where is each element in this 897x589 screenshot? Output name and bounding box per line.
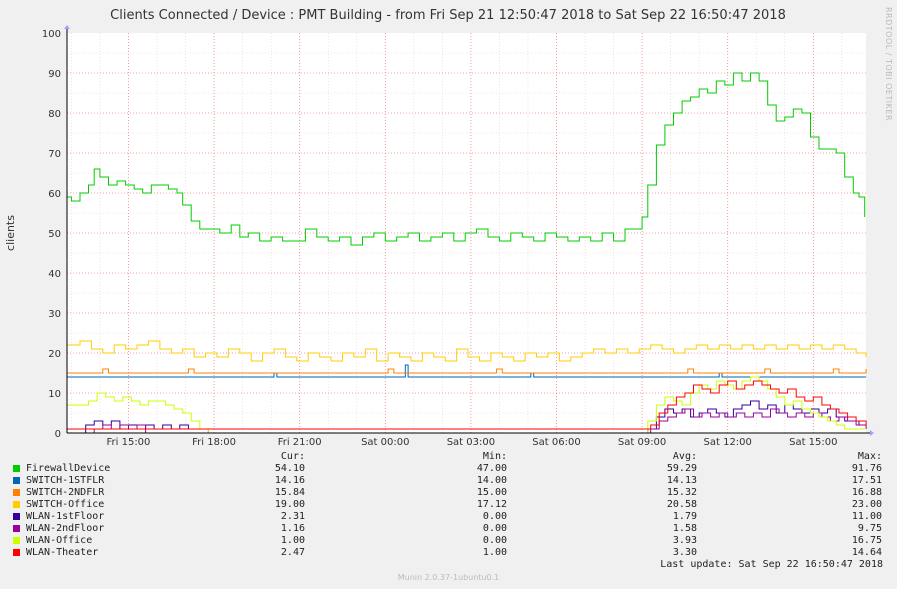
y-tick-label: 60 — [48, 189, 61, 200]
legend-max: 11.00 — [852, 511, 882, 523]
legend-min: 17.12 — [477, 499, 507, 511]
legend-cur: 1.16 — [281, 523, 305, 535]
last-update: Last update: Sat Sep 22 16:50:47 2018 — [660, 559, 883, 570]
legend-swatch — [13, 477, 20, 484]
y-tick-label: 30 — [48, 309, 61, 320]
legend-max: 16.75 — [852, 535, 882, 547]
legend-series-name: SWITCH-2NDFLR — [26, 487, 104, 499]
legend-swatch — [13, 549, 20, 556]
x-tick-label: Sat 09:00 — [618, 437, 666, 448]
x-tick-label: Fri 21:00 — [278, 437, 322, 448]
x-tick-label: Fri 18:00 — [192, 437, 236, 448]
legend-max: 14.64 — [852, 547, 882, 559]
legend-avg: 15.32 — [667, 487, 697, 499]
chart-title: Clients Connected / Device : PMT Buildin… — [110, 8, 786, 23]
legend-cur: 2.47 — [281, 547, 305, 559]
x-tick-label: Sat 03:00 — [447, 437, 495, 448]
legend-avg: 3.30 — [673, 547, 697, 559]
legend-avg: 3.93 — [673, 535, 697, 547]
legend-swatch — [13, 465, 20, 472]
legend-header-avg: Avg: — [673, 451, 697, 463]
legend-row: WLAN-Theater 2.47 1.00 3.30 14.64 — [13, 547, 888, 559]
y-tick-labels: 0 10 20 30 40 50 60 70 80 90 100 — [42, 29, 61, 440]
y-tick-label: 20 — [48, 349, 61, 360]
legend-series-name: FirewallDevice — [26, 463, 110, 475]
y-axis-label: clients — [4, 215, 17, 251]
legend-avg: 1.79 — [673, 511, 697, 523]
legend-min: 1.00 — [483, 547, 507, 559]
legend-swatch — [13, 525, 20, 532]
x-tick-labels: Fri 15:00 Fri 18:00 Fri 21:00 Sat 00:00 Sat … — [107, 437, 838, 448]
y-tick-label: 80 — [48, 109, 61, 120]
y-tick-label: 90 — [48, 69, 61, 80]
legend-max: 23.00 — [852, 499, 882, 511]
legend-series-name: WLAN-Office — [26, 535, 92, 547]
legend-row: WLAN-2ndFloor 1.16 0.00 1.58 9.75 — [13, 523, 888, 535]
legend-series-name: WLAN-1stFloor — [26, 511, 104, 523]
x-tick-label: Fri 15:00 — [107, 437, 151, 448]
legend-series-name: WLAN-Theater — [26, 547, 98, 559]
legend-cur: 14.16 — [275, 475, 305, 487]
legend-cur: 54.10 — [275, 463, 305, 475]
legend-swatch — [13, 501, 20, 508]
y-tick-label: 50 — [48, 229, 61, 240]
legend-max: 9.75 — [858, 523, 882, 535]
y-tick-label: 10 — [48, 389, 61, 400]
legend-cur: 2.31 — [281, 511, 305, 523]
x-axis-arrow — [870, 430, 874, 436]
legend: Cur: Min: Avg: Max: FirewallDevice 54.10 4… — [13, 451, 888, 559]
legend-row: WLAN-1stFloor 2.31 0.00 1.79 11.00 — [13, 511, 888, 523]
legend-min: 14.00 — [477, 475, 507, 487]
y-axis-arrow — [64, 25, 70, 29]
legend-series-name: SWITCH-1STFLR — [26, 475, 104, 487]
munin-version: Munin 2.0.37-1ubuntu0.1 — [0, 573, 897, 582]
legend-header-cur: Cur: — [281, 451, 305, 463]
legend-header-max: Max: — [858, 451, 882, 463]
y-tick-label: 0 — [55, 429, 61, 440]
legend-avg: 1.58 — [673, 523, 697, 535]
legend-avg: 59.29 — [667, 463, 697, 475]
legend-min: 0.00 — [483, 511, 507, 523]
legend-min: 15.00 — [477, 487, 507, 499]
legend-max: 16.88 — [852, 487, 882, 499]
legend-series-name: SWITCH-Office — [26, 499, 104, 511]
legend-row: WLAN-Office 1.00 0.00 3.93 16.75 — [13, 535, 888, 547]
legend-swatch — [13, 537, 20, 544]
legend-cur: 19.00 — [275, 499, 305, 511]
x-tick-label: Sat 00:00 — [361, 437, 409, 448]
x-tick-label: Sat 15:00 — [789, 437, 837, 448]
legend-avg: 14.13 — [667, 475, 697, 487]
legend-row: SWITCH-2NDFLR 15.84 15.00 15.32 16.88 — [13, 487, 888, 499]
legend-series-name: WLAN-2ndFloor — [26, 523, 104, 535]
legend-row: SWITCH-1STFLR 14.16 14.00 14.13 17.51 — [13, 475, 888, 487]
legend-min: 47.00 — [477, 463, 507, 475]
legend-min: 0.00 — [483, 535, 507, 547]
legend-header-min: Min: — [483, 451, 507, 463]
x-tick-label: Sat 06:00 — [532, 437, 580, 448]
x-tick-label: Sat 12:00 — [704, 437, 752, 448]
y-tick-label: 100 — [42, 29, 61, 40]
legend-row: FirewallDevice 54.10 47.00 59.29 91.76 — [13, 463, 888, 475]
legend-row: SWITCH-Office 19.00 17.12 20.58 23.00 — [13, 499, 888, 511]
legend-swatch — [13, 489, 20, 496]
legend-swatch — [13, 513, 20, 520]
legend-rows: FirewallDevice 54.10 47.00 59.29 91.76 SWITCH… — [13, 463, 888, 559]
legend-cur: 15.84 — [275, 487, 305, 499]
y-tick-label: 40 — [48, 269, 61, 280]
legend-max: 91.76 — [852, 463, 882, 475]
rrdtool-credit: RRDTOOL / TOBI OETIKER — [884, 7, 893, 121]
legend-min: 0.00 — [483, 523, 507, 535]
legend-avg: 20.58 — [667, 499, 697, 511]
y-tick-label: 70 — [48, 149, 61, 160]
legend-header-row: Cur: Min: Avg: Max: — [13, 451, 888, 463]
legend-max: 17.51 — [852, 475, 882, 487]
legend-cur: 1.00 — [281, 535, 305, 547]
